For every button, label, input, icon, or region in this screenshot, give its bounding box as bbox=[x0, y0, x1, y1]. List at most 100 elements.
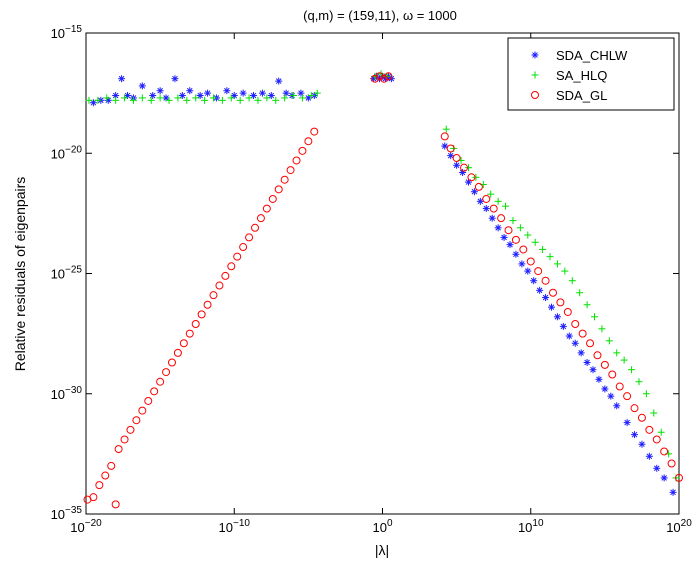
data-point-sa-hlq bbox=[642, 390, 650, 398]
data-point-sda-gl bbox=[384, 72, 393, 81]
data-point-sa-hlq bbox=[539, 245, 547, 253]
data-point-sda-gl bbox=[274, 185, 283, 194]
data-point-sda-gl bbox=[120, 435, 129, 444]
data-point-sda-chlw bbox=[196, 92, 204, 100]
x-tick-label: 10−20 bbox=[70, 518, 102, 535]
data-point-sa-hlq bbox=[472, 173, 480, 181]
data-point-sda-gl bbox=[675, 473, 683, 482]
data-point-sda-gl bbox=[623, 392, 632, 401]
data-point-sda-chlw bbox=[645, 452, 653, 460]
data-point-sda-gl bbox=[534, 267, 543, 276]
data-point-sa-hlq bbox=[298, 94, 306, 102]
data-point-sda-gl bbox=[608, 370, 617, 379]
data-point-sa-hlq bbox=[307, 92, 315, 100]
data-point-sda-chlw bbox=[653, 464, 661, 472]
data-point-sda-gl bbox=[107, 461, 116, 470]
data-point-sda-gl bbox=[460, 163, 469, 172]
data-point-sda-gl bbox=[209, 291, 218, 300]
data-point-sa-hlq bbox=[524, 231, 532, 239]
data-point-sa-hlq bbox=[263, 94, 271, 102]
x-axis-label: |λ| bbox=[375, 542, 389, 558]
data-point-sda-gl bbox=[652, 435, 661, 444]
data-point-sda-gl bbox=[371, 74, 380, 83]
x-tick-label: 1010 bbox=[518, 518, 544, 535]
data-point-sda-gl bbox=[89, 493, 98, 502]
data-point-sda-gl bbox=[245, 233, 254, 242]
data-point-sa-hlq bbox=[156, 94, 164, 102]
data-point-sda-chlw bbox=[536, 286, 544, 294]
data-point-sda-gl bbox=[268, 194, 277, 203]
data-point-sda-gl bbox=[467, 173, 476, 182]
data-point-sda-gl bbox=[144, 396, 153, 405]
data-point-sda-gl bbox=[504, 226, 513, 235]
data-point-sda-gl bbox=[150, 387, 159, 396]
data-point-sa-hlq bbox=[112, 96, 120, 104]
data-point-sda-gl bbox=[497, 214, 506, 223]
data-point-sda-gl bbox=[379, 74, 388, 83]
data-point-sa-hlq bbox=[620, 356, 628, 364]
data-point-sa-hlq bbox=[227, 94, 235, 102]
data-point-sda-gl bbox=[262, 204, 271, 213]
data-point-sa-hlq bbox=[650, 409, 658, 417]
data-point-sa-hlq bbox=[487, 190, 495, 198]
data-point-sda-chlw bbox=[500, 233, 508, 241]
data-point-sa-hlq bbox=[613, 349, 621, 357]
y-tick-label: 10−30 bbox=[51, 385, 83, 402]
data-point-sda-chlw bbox=[506, 241, 514, 249]
data-point-sda-gl bbox=[162, 368, 171, 377]
data-point-sa-hlq bbox=[442, 125, 450, 133]
data-point-sda-gl bbox=[578, 329, 587, 338]
data-point-sda-gl bbox=[474, 182, 483, 191]
data-point-sda-chlw bbox=[441, 142, 449, 150]
data-point-sda-chlw bbox=[512, 250, 520, 258]
data-point-sda-gl bbox=[630, 404, 639, 413]
data-point-sda-gl bbox=[593, 351, 602, 360]
data-point-sa-hlq bbox=[103, 94, 111, 102]
data-point-sda-chlw bbox=[601, 385, 609, 393]
data-point-sda-gl bbox=[114, 445, 123, 454]
data-point-sda-gl bbox=[215, 281, 224, 290]
data-point-sda-chlw bbox=[204, 89, 212, 97]
data-point-sda-chlw bbox=[171, 75, 179, 83]
data-point-sda-gl bbox=[452, 154, 461, 163]
data-point-sa-hlq bbox=[553, 260, 561, 268]
data-point-sda-chlw bbox=[494, 224, 502, 232]
data-point-sda-chlw bbox=[631, 431, 639, 439]
data-point-sa-hlq bbox=[209, 94, 217, 102]
data-point-sda-gl bbox=[227, 262, 236, 271]
data-point-sda-gl bbox=[489, 204, 498, 213]
data-point-sa-hlq bbox=[147, 96, 155, 104]
data-point-sda-gl bbox=[203, 300, 212, 309]
data-point-sda-gl bbox=[156, 377, 165, 386]
data-point-sa-hlq bbox=[165, 96, 173, 104]
legend-label: SA_HLQ bbox=[556, 68, 607, 83]
data-point-sa-hlq bbox=[590, 313, 598, 321]
data-point-sda-chlw bbox=[186, 87, 194, 95]
data-point-sda-chlw bbox=[470, 188, 478, 196]
legend-marker-sda-chlw bbox=[531, 51, 539, 59]
data-point-sda-gl bbox=[556, 298, 565, 307]
data-point-sa-hlq bbox=[598, 325, 606, 333]
data-point-sda-gl bbox=[233, 252, 242, 261]
data-point-sda-gl bbox=[132, 416, 141, 425]
data-point-sda-gl bbox=[375, 72, 384, 81]
data-point-sda-gl bbox=[482, 194, 491, 203]
data-point-sda-chlw bbox=[178, 92, 186, 100]
data-point-sda-gl bbox=[298, 146, 307, 155]
data-point-sa-hlq bbox=[509, 217, 517, 225]
data-point-sda-gl bbox=[586, 339, 595, 348]
data-point-sda-gl bbox=[101, 471, 110, 480]
data-point-sda-chlw bbox=[524, 267, 532, 275]
y-axis-ticks: 10−15 10−20 10−25 10−30 10−35 bbox=[51, 24, 679, 522]
data-point-sda-chlw bbox=[138, 82, 146, 90]
data-point-sda-chlw bbox=[447, 152, 455, 160]
data-point-sda-gl bbox=[138, 406, 147, 415]
data-point-sa-hlq bbox=[272, 96, 280, 104]
data-point-sda-gl bbox=[197, 310, 206, 319]
x-axis-ticks: 10−20 10−10 100 1010 1020 bbox=[70, 33, 692, 535]
data-point-sda-gl bbox=[292, 156, 301, 165]
data-point-sda-gl bbox=[511, 235, 520, 244]
data-point-sda-gl bbox=[519, 245, 528, 254]
data-point-sa-hlq bbox=[121, 94, 129, 102]
